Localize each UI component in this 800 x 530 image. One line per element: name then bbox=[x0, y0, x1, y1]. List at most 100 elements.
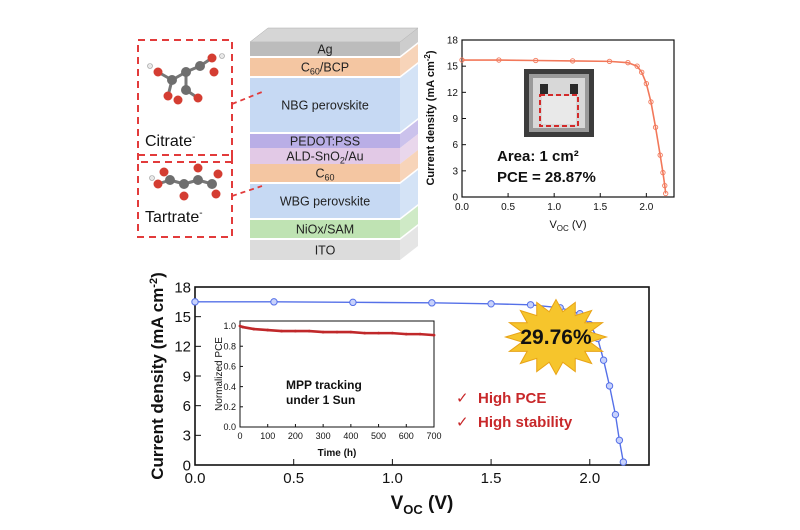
top-jv-point bbox=[648, 99, 654, 105]
stack-layer bbox=[250, 148, 400, 164]
stack-layer-label: ITO bbox=[315, 244, 336, 258]
top-jv-point bbox=[459, 57, 465, 63]
stack-layer-label: PEDOT:PSS bbox=[290, 135, 360, 149]
stack-top-face bbox=[249, 27, 419, 43]
stack-layer bbox=[250, 78, 400, 132]
bottom-jv-point bbox=[191, 298, 199, 306]
mpp-point bbox=[280, 329, 283, 333]
top-x-axis-label: VOC (V) bbox=[549, 219, 586, 233]
y-tick-label: 18 bbox=[447, 36, 459, 47]
y-tick-label: 0.0 bbox=[223, 422, 236, 432]
y-tick-label: 0 bbox=[183, 457, 191, 474]
y-tick-label: 0.4 bbox=[223, 382, 236, 392]
stack-layer-label: Ag bbox=[317, 43, 332, 57]
burst-text: 29.76% bbox=[520, 326, 592, 349]
stack-layer-side bbox=[400, 170, 418, 218]
y-tick-label: 3 bbox=[183, 428, 191, 445]
stack-layer bbox=[250, 42, 400, 56]
x-tick-label: 2.0 bbox=[639, 202, 653, 213]
top-jv-point bbox=[634, 63, 640, 69]
top-jv-point bbox=[662, 183, 668, 189]
bottom-jv-point bbox=[270, 298, 278, 306]
bottom-jv-point bbox=[605, 382, 614, 390]
mpp-point bbox=[321, 330, 325, 334]
pce-text: PCE = 28.87% bbox=[497, 169, 596, 186]
x-tick-label: 300 bbox=[316, 431, 331, 441]
mpp-plot-frame bbox=[239, 320, 435, 428]
mpp-point bbox=[335, 330, 339, 334]
stack-layer-label: C60 bbox=[315, 167, 334, 183]
y-tick-label: 12 bbox=[447, 88, 459, 99]
top-y-axis-label: Current density (mA cm-2) bbox=[423, 50, 437, 185]
stack-layer-side bbox=[400, 134, 418, 164]
top-jv-line bbox=[462, 59, 667, 194]
mpp-point bbox=[418, 332, 422, 336]
high-pce-text: High PCE bbox=[478, 390, 546, 407]
bottom-jv-point bbox=[428, 299, 436, 307]
stack-layer bbox=[250, 164, 400, 182]
stack-layer-label: NiOx/SAM bbox=[296, 223, 354, 237]
top-jv-chart: 0.0 0.5 1.0 1.5 2.0 0 3 6 9 12 15 18 Area: 1 cm² PC… bbox=[423, 36, 675, 233]
x-tick-label: 1.5 bbox=[593, 202, 607, 213]
mpp-point bbox=[377, 331, 380, 335]
y-tick-label: 3 bbox=[452, 166, 458, 177]
y-tick-label: 15 bbox=[174, 309, 191, 326]
citrate-molecule-icon bbox=[147, 53, 225, 105]
bottom-jv-point bbox=[526, 301, 535, 309]
high-stability-text: High stability bbox=[478, 414, 573, 431]
x-tick-label: 0.5 bbox=[501, 202, 515, 213]
stack-layer-side bbox=[400, 120, 418, 148]
burst-badge: 29.76% bbox=[503, 298, 609, 376]
x-tick-label: 700 bbox=[426, 431, 441, 441]
top-jv-point bbox=[606, 58, 613, 65]
top-jv-point bbox=[657, 152, 663, 158]
mpp-point bbox=[391, 331, 394, 335]
y-tick-label: 1.0 bbox=[223, 321, 236, 331]
y-tick-label: 0 bbox=[452, 193, 458, 204]
bottom-jv-point bbox=[619, 458, 628, 466]
top-jv-point bbox=[643, 80, 649, 87]
top-jv-point bbox=[533, 57, 539, 64]
bottom-jv-chart: 0.0 0.5 1.0 1.5 2.0 0 3 6 9 12 15 18 29.76% ✓ High … bbox=[148, 272, 650, 517]
check-icon: ✓ bbox=[456, 414, 469, 431]
stack-layer bbox=[250, 220, 400, 238]
device-stack-diagram: Ag C60/BCP NBG perovskite PEDOT:PSSALD-SnO2… bbox=[249, 27, 419, 260]
stack-layer-label: NBG perovskite bbox=[281, 99, 369, 113]
y-tick-label: 9 bbox=[183, 368, 191, 385]
stack-layer-side bbox=[400, 226, 418, 260]
top-jv-point bbox=[639, 69, 645, 75]
bottom-jv-point bbox=[599, 356, 608, 364]
mpp-x-axis-label: Time (h) bbox=[318, 448, 357, 459]
stack-layer bbox=[250, 184, 400, 218]
top-jv-point bbox=[496, 57, 502, 63]
y-tick-label: 6 bbox=[183, 398, 191, 415]
mpp-point bbox=[241, 325, 245, 329]
stack-layer-side bbox=[400, 64, 418, 132]
x-tick-label: 0.5 bbox=[283, 470, 304, 487]
y-tick-label: 0.8 bbox=[223, 341, 236, 351]
x-tick-label: 0 bbox=[237, 431, 242, 441]
y-tick-label: 15 bbox=[447, 62, 459, 73]
y-tick-label: 6 bbox=[452, 140, 458, 151]
x-tick-label: 500 bbox=[371, 431, 386, 441]
bottom-jv-point bbox=[487, 300, 495, 308]
mpp-point bbox=[363, 331, 367, 335]
tartrate-label: Tartrate- bbox=[145, 208, 203, 226]
stack-layer bbox=[250, 58, 400, 76]
stack-layer-label: ALD-SnO2/Au bbox=[286, 150, 363, 166]
x-tick-label: 1.0 bbox=[382, 470, 403, 487]
top-jv-point bbox=[660, 169, 666, 176]
x-tick-label: 0.0 bbox=[185, 470, 206, 487]
top-jv-point bbox=[569, 58, 576, 64]
x-tick-label: 200 bbox=[288, 431, 303, 441]
bottom-jv-point bbox=[615, 436, 624, 444]
area-text: Area: 1 cm² bbox=[497, 148, 579, 165]
citrate-molecule-box: Citrate- bbox=[137, 39, 233, 163]
mpp-line bbox=[239, 324, 435, 337]
x-tick-label: 2.0 bbox=[579, 470, 600, 487]
y-tick-label: 0.2 bbox=[223, 402, 236, 412]
stack-layer-label: C60/BCP bbox=[301, 61, 349, 77]
mpp-point bbox=[404, 332, 408, 336]
mpp-inset-chart: 0 100 200 300 400 500 600 700 0.0 0.2 0.4 0.6 0.8 1.0… bbox=[214, 320, 442, 459]
